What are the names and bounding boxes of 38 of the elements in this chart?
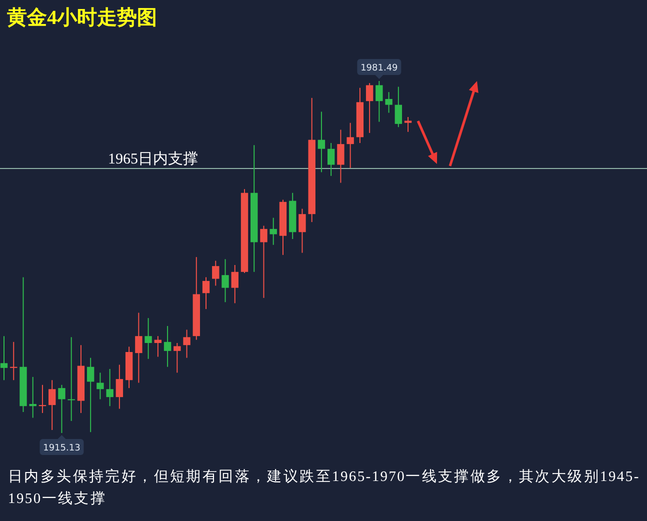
candlestick (38, 384, 46, 414)
candlestick (231, 264, 238, 304)
candlestick (298, 208, 306, 254)
candlestick (394, 86, 402, 128)
candlestick (58, 384, 66, 434)
candlestick (366, 82, 374, 134)
candlestick (86, 357, 94, 433)
candlestick (174, 342, 181, 374)
candlestick (202, 276, 210, 310)
candlestick (318, 111, 326, 173)
text: 日内多头保持完好，但短期有回落，建议跌至1965-1970一线支撑做多，其次大级别1945-1950一线支撑 (8, 468, 640, 509)
annotation: 1981.49 (360, 64, 398, 74)
ref-line-label: 1965日内支撑 (108, 150, 198, 168)
candlestick (68, 336, 75, 422)
candlestick (346, 122, 354, 168)
candlestick (29, 376, 36, 418)
candlestick (135, 312, 142, 384)
candlestick (337, 129, 344, 184)
candlestick (144, 318, 152, 360)
candlestick (48, 380, 56, 430)
annotation: 1915.13 (43, 444, 80, 454)
candlestick (116, 364, 124, 410)
candlestick (222, 258, 229, 303)
candlestick (96, 372, 104, 400)
candlestick (10, 341, 18, 381)
candlestick (106, 368, 114, 407)
candlestick (260, 225, 268, 298)
candlestick (183, 329, 190, 358)
candlestick (376, 80, 383, 122)
candlestick (270, 217, 277, 246)
candlestick (164, 326, 172, 368)
candlestick (404, 116, 412, 132)
candlestick (154, 336, 162, 358)
candlestick (0, 336, 8, 381)
candlestick (212, 260, 220, 286)
chart-title: 黄金4小时走势图 (6, 7, 157, 29)
candlestick (327, 142, 335, 176)
candlestick (385, 92, 392, 114)
